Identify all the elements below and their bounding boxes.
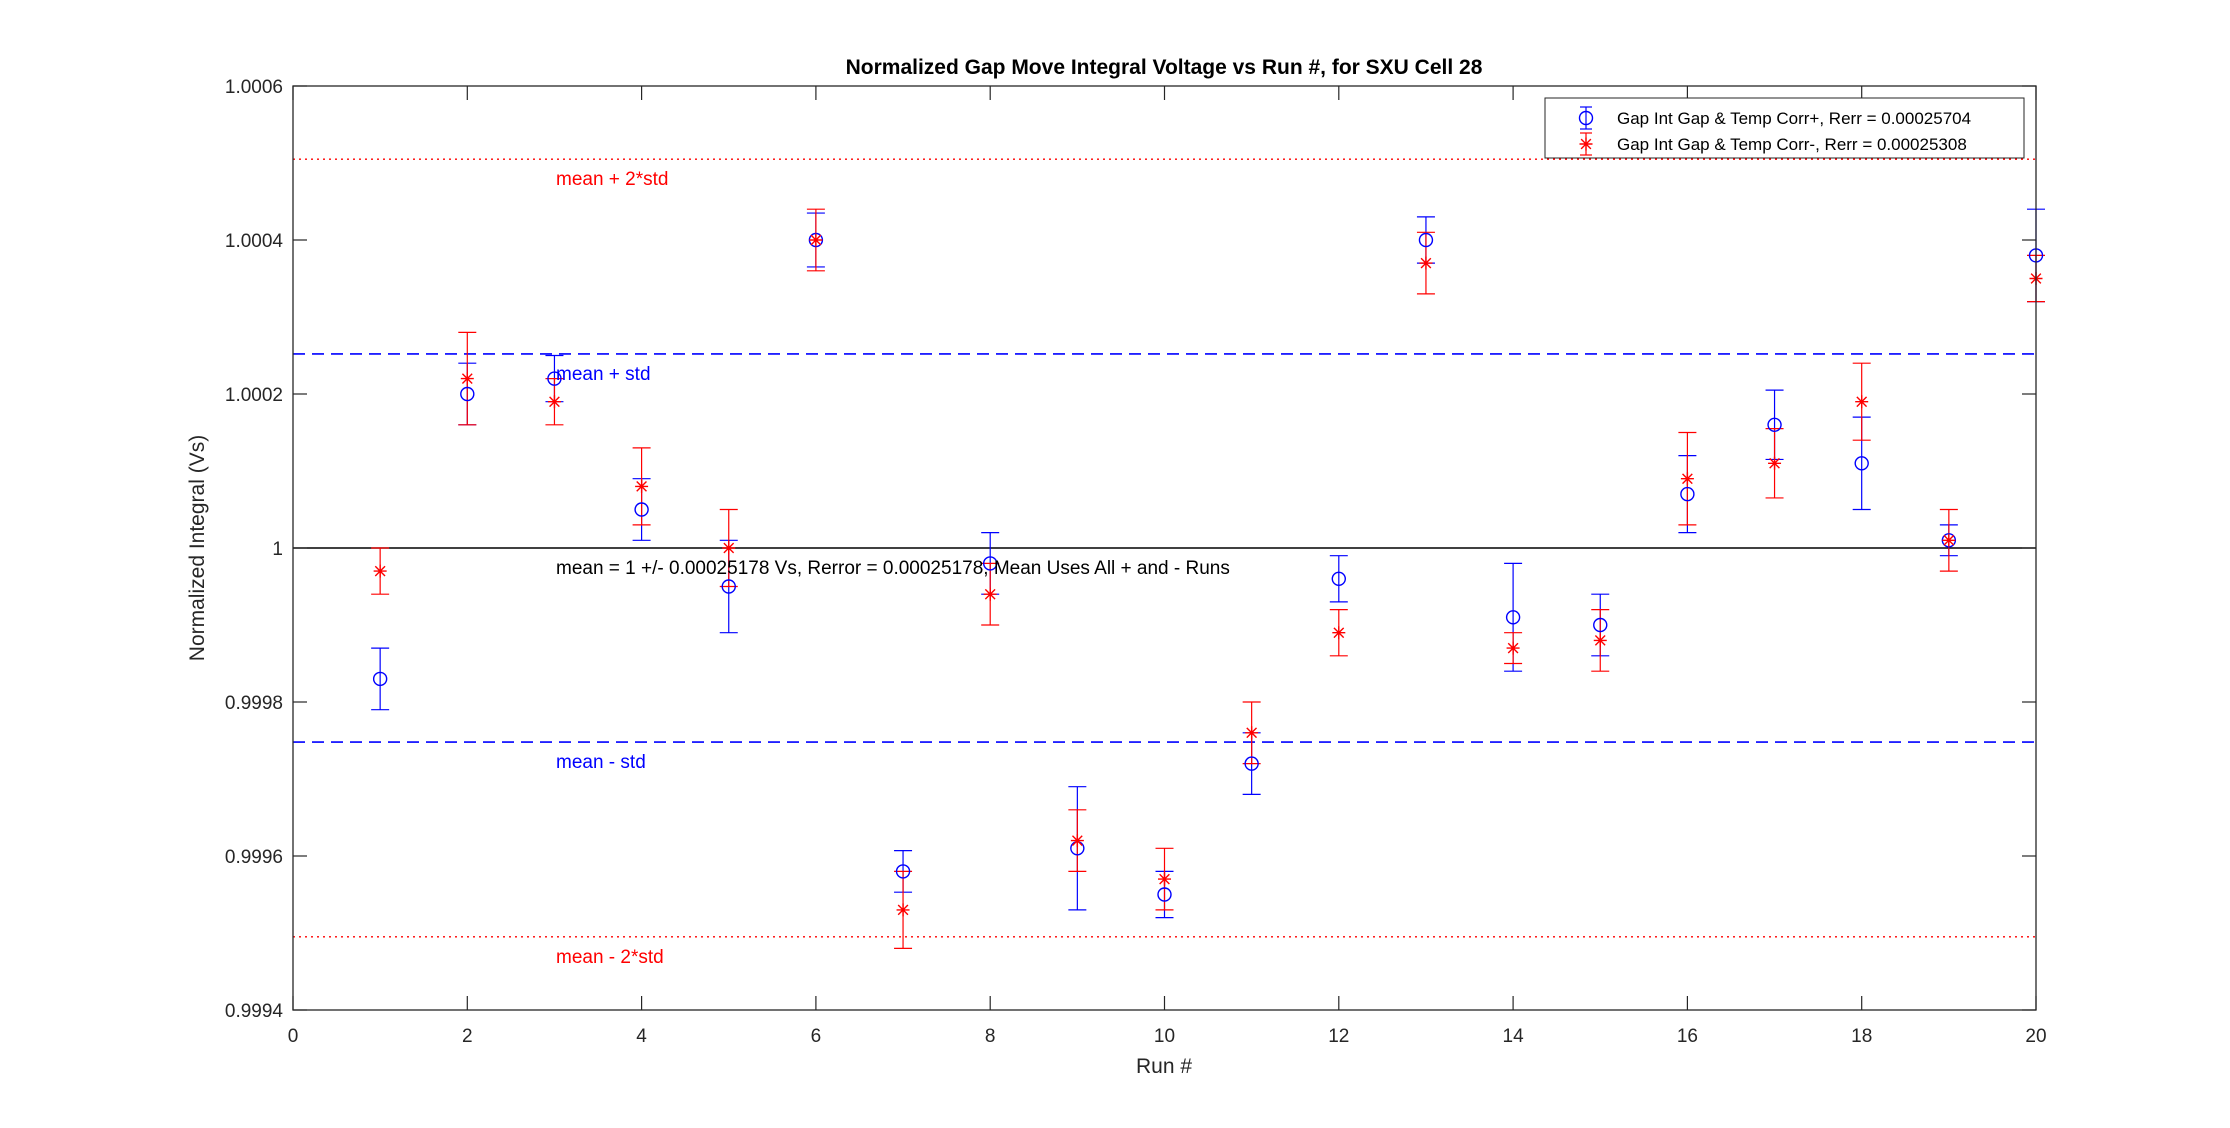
reference-label: mean - 2*std	[556, 947, 664, 968]
x-tick-label: 8	[985, 1026, 996, 1047]
asterisk-strokes	[809, 233, 823, 247]
asterisk-strokes	[1942, 533, 1956, 547]
asterisk-marker	[1506, 641, 1520, 655]
circle-marker	[1418, 232, 1434, 248]
asterisk-marker	[1680, 472, 1694, 486]
circle-marker	[1767, 417, 1782, 432]
chart-title: Normalized Gap Move Integral Voltage vs …	[846, 56, 1483, 79]
x-tick-label: 14	[1503, 1026, 1525, 1047]
y-tick-label: 1.0004	[225, 231, 284, 252]
asterisk-marker	[547, 395, 561, 409]
x-tick-label: 0	[288, 1026, 299, 1047]
asterisk-marker	[809, 233, 823, 247]
asterisk-strokes	[460, 372, 474, 386]
circle-marker	[1680, 486, 1695, 502]
x-axis-label: Run #	[1136, 1055, 1192, 1078]
y-axis-ticks: 0.9994 0.9996 0.9998 1 1.0002 1.0004 1.0006	[225, 77, 2036, 1022]
reference-lines	[293, 158, 2036, 938]
y-axis-label: Normalized Integral (Vs)	[186, 435, 209, 661]
asterisk-strokes	[983, 587, 997, 601]
asterisk-strokes	[1506, 641, 1520, 655]
x-tick-label: 10	[1154, 1026, 1175, 1047]
asterisk-marker	[722, 541, 736, 555]
asterisk-strokes	[896, 903, 910, 917]
asterisk-strokes	[1158, 872, 1171, 886]
asterisk-marker	[1942, 533, 1956, 547]
asterisk-strokes	[1332, 626, 1346, 640]
y-tick-label: 1.0006	[225, 77, 283, 98]
y-tick-label: 0.9994	[225, 1001, 284, 1022]
circle-marker	[460, 386, 475, 402]
x-tick-label: 20	[2025, 1026, 2046, 1047]
asterisk-marker	[373, 564, 387, 578]
reference-label: mean + std	[556, 364, 651, 385]
legend-box	[1544, 97, 2025, 159]
circle-marker	[1593, 617, 1608, 633]
legend-symbol	[1578, 106, 1594, 130]
x-axis-ticks: 0 2 4 6 8 10 12 14 16 18 20	[288, 86, 2047, 1047]
circle-marker	[372, 671, 388, 687]
asterisk-marker	[1579, 137, 1593, 151]
circle-marker	[1244, 756, 1259, 771]
data-markers	[372, 232, 2044, 917]
circle-marker	[634, 502, 649, 517]
asterisk-marker	[460, 372, 474, 386]
asterisk-strokes	[1680, 472, 1694, 486]
error-bar	[371, 647, 390, 711]
asterisk-marker	[1245, 726, 1259, 740]
asterisk-strokes	[1245, 726, 1259, 740]
x-tick-label: 18	[1851, 1026, 1872, 1047]
y-tick-label: 0.9996	[225, 847, 283, 868]
legend: Gap Int Gap & Temp Corr+, Rerr = 0.00025…	[1544, 97, 2025, 159]
error-bar	[1329, 555, 1348, 603]
x-tick-label: 4	[636, 1026, 647, 1047]
legend-symbol	[1579, 132, 1593, 156]
legend-entry-2: Gap Int Gap & Temp Corr-, Rerr = 0.00025…	[1617, 135, 1967, 154]
y-tick-label: 0.9998	[225, 693, 283, 714]
asterisk-strokes	[547, 395, 561, 409]
legend-items	[1578, 106, 1594, 156]
y-tick-label: 1.0002	[225, 385, 283, 406]
reference-label: mean = 1 +/- 0.00025178 Vs, Rerror = 0.0…	[556, 558, 1230, 579]
x-tick-label: 6	[811, 1026, 822, 1047]
asterisk-marker	[1855, 395, 1869, 409]
asterisk-marker	[983, 587, 997, 601]
circle-marker	[1157, 887, 1172, 902]
asterisk-strokes	[722, 541, 736, 555]
asterisk-strokes	[1768, 456, 1782, 470]
circle-marker	[721, 579, 736, 594]
circle-marker	[1505, 610, 1521, 625]
asterisk-marker	[1768, 456, 1782, 470]
asterisk-strokes	[1593, 633, 1607, 647]
circle-marker	[1578, 110, 1594, 126]
asterisk-marker	[1593, 633, 1607, 647]
reference-label: mean + 2*std	[556, 169, 669, 190]
y-tick-label: 1	[272, 539, 283, 560]
reference-labels: mean + 2*std mean + std mean = 1 +/- 0.000…	[556, 169, 1230, 968]
x-tick-label: 12	[1328, 1026, 1349, 1047]
circle-marker	[1331, 571, 1347, 586]
circle-marker	[547, 371, 562, 386]
x-tick-label: 16	[1677, 1026, 1698, 1047]
x-tick-label: 2	[462, 1026, 473, 1047]
asterisk-strokes	[373, 564, 387, 578]
circle-marker	[895, 864, 911, 879]
asterisk-marker	[1070, 834, 1084, 848]
asterisk-marker	[1419, 256, 1433, 270]
asterisk-strokes	[1070, 834, 1084, 848]
circle-marker	[983, 556, 998, 571]
asterisk-strokes	[1419, 256, 1433, 270]
asterisk-marker	[896, 903, 910, 917]
asterisk-marker	[1332, 626, 1346, 640]
asterisk-strokes	[635, 479, 649, 493]
asterisk-marker	[635, 479, 649, 493]
asterisk-strokes	[1579, 137, 1593, 151]
reference-label: mean - std	[556, 752, 646, 773]
asterisk-marker	[1158, 872, 1171, 886]
circle-marker	[1854, 456, 1869, 471]
legend-entry-1: Gap Int Gap & Temp Corr+, Rerr = 0.00025…	[1617, 109, 1971, 128]
asterisk-strokes	[1855, 395, 1869, 409]
